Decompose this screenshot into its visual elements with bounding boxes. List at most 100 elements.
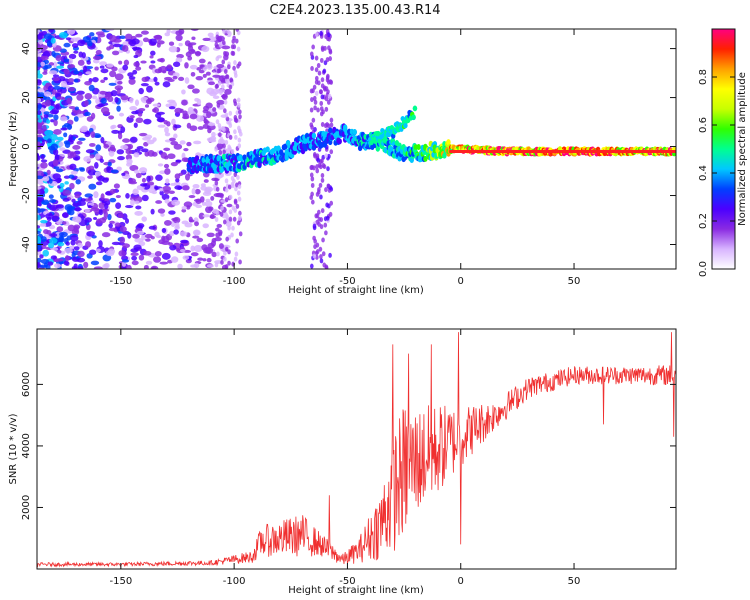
noise-blob — [207, 32, 214, 38]
streak-blob — [318, 182, 323, 188]
streak-blob — [320, 94, 325, 100]
snr-x-tick-label: -100 — [223, 576, 246, 587]
streak-blob — [326, 32, 331, 38]
noise-blob — [49, 199, 57, 203]
streak-blob — [218, 231, 223, 237]
noise-blob — [199, 64, 205, 68]
noise-blob — [117, 81, 123, 85]
streak-blob — [227, 260, 231, 266]
noise-blob — [199, 196, 205, 203]
streak-blob — [224, 178, 229, 184]
noise-blob — [195, 115, 205, 122]
noise-blob — [37, 122, 44, 126]
streak-blob — [222, 219, 227, 225]
noise-blob — [74, 194, 81, 199]
noise-blob — [40, 159, 48, 163]
noise-blob — [74, 108, 82, 116]
noise-blob — [131, 260, 139, 266]
noise-blob — [141, 194, 149, 202]
noise-blob — [113, 38, 122, 43]
noise-blob — [184, 40, 191, 47]
branch-point — [403, 123, 408, 129]
streak-blob — [320, 77, 325, 83]
noise-blob — [168, 242, 174, 247]
noise-blob — [76, 140, 83, 145]
noise-blob — [168, 106, 176, 110]
noise-blob — [205, 247, 214, 255]
noise-blob — [108, 227, 117, 232]
colorbar: 0.0 0.2 0.4 0.6 0.8 Normalized spectral ampl… — [698, 28, 748, 277]
noise-blob — [89, 154, 95, 159]
streak-blob — [315, 249, 320, 255]
noise-blob — [70, 37, 79, 42]
noise-blob — [54, 258, 64, 262]
streak-blob — [329, 79, 334, 85]
noise-blob — [202, 214, 211, 218]
noise-blob — [179, 231, 188, 237]
streak-blob — [230, 50, 235, 56]
noise-blob — [138, 254, 145, 261]
streak-blob — [319, 57, 324, 63]
noise-blob — [198, 58, 206, 64]
noise-blob — [186, 122, 192, 129]
streak-blob — [233, 129, 237, 135]
noise-blob — [53, 129, 62, 135]
noise-blob — [56, 136, 64, 141]
streak-blob — [225, 214, 229, 220]
noise-blob — [63, 132, 68, 138]
noise-blob — [125, 205, 134, 209]
noise-blob — [83, 261, 89, 269]
noise-blob — [53, 114, 59, 121]
noise-blob — [140, 183, 148, 187]
noise-blob — [93, 58, 100, 64]
noise-blob — [87, 175, 93, 179]
noise-blob — [174, 173, 181, 180]
noise-blob — [94, 171, 102, 176]
noise-blob — [188, 195, 196, 199]
streak-blob — [222, 143, 226, 149]
noise-blob — [194, 50, 201, 57]
ridge-point — [352, 129, 357, 136]
streak-blob — [228, 110, 233, 116]
noise-blob — [57, 241, 65, 247]
noise-blob — [151, 266, 157, 269]
noise-blob — [161, 193, 170, 201]
streak-blob — [317, 80, 321, 86]
noise-blob — [76, 94, 84, 101]
noise-blob — [120, 126, 126, 133]
spectrogram-x-tick-label: -50 — [339, 276, 355, 287]
noise-blob — [118, 112, 125, 117]
noise-blob — [48, 29, 54, 33]
noise-blob — [111, 124, 117, 129]
noise-blob — [193, 230, 200, 236]
noise-blob — [142, 136, 151, 141]
noise-blob — [78, 137, 86, 141]
streak-blob — [311, 44, 315, 50]
noise-blob — [155, 174, 163, 182]
streak-blob — [329, 117, 334, 123]
colorbar-tick-label: 0.8 — [698, 69, 709, 85]
noise-blob — [37, 118, 43, 123]
streak-blob — [318, 89, 323, 95]
streak-blob — [227, 144, 231, 150]
noise-blob — [37, 225, 41, 229]
streak-blob — [310, 176, 315, 182]
noise-blob — [63, 175, 71, 179]
noise-blob — [134, 210, 143, 216]
noise-blob — [160, 152, 168, 159]
noise-blob — [67, 87, 76, 92]
noise-blob — [124, 218, 130, 224]
noise-blob — [198, 212, 205, 220]
noise-blob — [99, 61, 108, 66]
noise-blob — [50, 143, 59, 151]
noise-blob — [90, 131, 96, 138]
noise-blob — [86, 60, 91, 65]
streak-blob — [219, 211, 224, 217]
noise-blob — [65, 81, 74, 86]
noise-blob — [37, 153, 40, 161]
noise-blob — [190, 252, 199, 257]
noise-blob — [41, 30, 48, 35]
noise-blob — [88, 165, 95, 171]
noise-blob — [155, 200, 163, 204]
noise-blob — [78, 51, 84, 58]
